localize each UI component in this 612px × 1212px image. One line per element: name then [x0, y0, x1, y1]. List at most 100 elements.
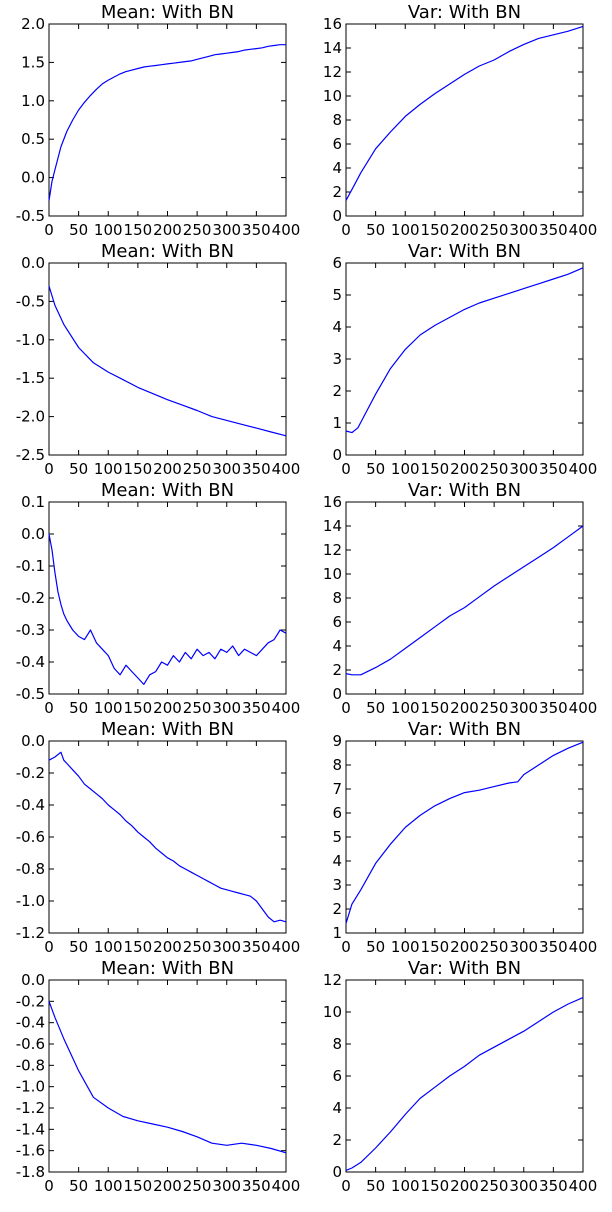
x-tick-label: 100 [391, 699, 420, 717]
subplot-title: Var: With BN [408, 241, 521, 262]
y-tick-label: 0.5 [21, 130, 45, 148]
y-tick-label: 7 [332, 780, 342, 798]
plot-area [48, 740, 287, 934]
x-tick-label: 350 [242, 938, 271, 956]
y-tick-label: 0.0 [21, 169, 45, 187]
plot-area [345, 979, 584, 1173]
x-tick-label: 150 [421, 938, 450, 956]
y-tick-label: 6 [332, 1067, 342, 1085]
series-line [48, 44, 286, 201]
x-tick-label: 200 [153, 221, 182, 239]
x-tick-label: 100 [391, 1177, 420, 1195]
x-tick-label: 300 [212, 221, 241, 239]
subplot-3: Mean: With BN 0 50 100 150 200 250 300 350 400 -2.… [16, 241, 301, 478]
subplot-title: Mean: With BN [101, 480, 234, 501]
subplot-7: Mean: With BN 0 50 100 150 200 250 300 350 400 -1.… [16, 719, 301, 956]
y-tick-label: -0.2 [16, 589, 45, 607]
x-tick-label: 0 [44, 1177, 54, 1195]
subplot-9: Mean: With BN 0 50 100 150 200 250 300 350 400 -1.… [16, 958, 301, 1195]
x-tick-label: 50 [69, 460, 88, 478]
x-tick-label: 300 [212, 699, 241, 717]
y-tick-label: 1.0 [21, 92, 45, 110]
y-tick-label: 10 [323, 87, 342, 105]
x-tick-label: 50 [366, 938, 385, 956]
series-line [48, 1001, 287, 1154]
y-tick-label: -0.5 [16, 207, 45, 225]
x-tick-label: 200 [153, 460, 182, 478]
x-tick-label: 300 [212, 938, 241, 956]
y-tick-label: 0.0 [21, 525, 45, 543]
x-tick-label: 350 [539, 938, 568, 956]
x-tick-label: 200 [153, 938, 182, 956]
y-tick-label: 5 [332, 828, 342, 846]
x-tick-label: 250 [183, 699, 212, 717]
x-tick-label: 0 [341, 1177, 351, 1195]
y-tick-label: 2 [332, 1131, 342, 1149]
subplot-title: Var: With BN [408, 480, 521, 501]
y-tick-label: -0.4 [16, 796, 45, 814]
x-tick-label: 350 [242, 1177, 271, 1195]
x-tick-label: 200 [153, 1177, 182, 1195]
y-tick-label: -0.5 [16, 292, 45, 310]
x-tick-label: 50 [69, 938, 88, 956]
x-tick-label: 400 [272, 221, 301, 239]
x-tick-label: 0 [44, 699, 54, 717]
y-tick-label: -2.0 [16, 408, 45, 426]
x-tick-label: 350 [242, 460, 271, 478]
y-tick-label: 8 [332, 589, 342, 607]
y-tick-label: 16 [323, 493, 342, 511]
x-tick-label: 350 [539, 460, 568, 478]
x-tick-label: 0 [341, 460, 351, 478]
x-tick-label: 100 [94, 938, 123, 956]
y-tick-label: -1.5 [16, 369, 45, 387]
x-tick-label: 100 [391, 221, 420, 239]
y-tick-label: -0.4 [16, 1014, 45, 1032]
subplot-title: Mean: With BN [101, 719, 234, 740]
x-tick-label: 300 [212, 1177, 241, 1195]
y-tick-label: 8 [332, 1035, 342, 1053]
series-line [345, 997, 584, 1171]
y-tick-label: 0.0 [21, 254, 45, 272]
y-tick-label: -0.1 [16, 557, 45, 575]
plot-area [48, 979, 287, 1173]
x-tick-label: 400 [569, 1177, 598, 1195]
x-tick-label: 0 [44, 460, 54, 478]
x-tick-label: 200 [450, 699, 479, 717]
x-tick-label: 350 [539, 699, 568, 717]
y-tick-label: 6 [332, 804, 342, 822]
y-tick-label: -0.6 [16, 1035, 45, 1053]
x-tick-label: 250 [480, 699, 509, 717]
x-tick-label: 0 [44, 221, 54, 239]
subplot-6: Var: With BN 0 50 100 150 200 250 300 350 400 0 2 4 6… [323, 480, 597, 717]
x-tick-label: 0 [341, 699, 351, 717]
x-tick-label: 50 [366, 1177, 385, 1195]
x-tick-label: 100 [391, 938, 420, 956]
y-tick-label: 10 [323, 1003, 342, 1021]
x-tick-label: 100 [94, 221, 123, 239]
y-tick-label: 3 [332, 876, 342, 894]
y-tick-label: 1 [332, 414, 342, 432]
x-tick-label: 250 [480, 938, 509, 956]
series-line [345, 741, 584, 924]
x-tick-label: 50 [69, 699, 88, 717]
y-tick-label: 0 [332, 685, 342, 703]
x-tick-label: 400 [272, 1177, 301, 1195]
subplot-title: Mean: With BN [101, 958, 234, 979]
x-tick-label: 0 [44, 938, 54, 956]
x-tick-label: 50 [69, 1177, 88, 1195]
subplot-8: Var: With BN 0 50 100 150 200 250 300 350 400 1 2 3 4… [332, 719, 597, 956]
y-tick-label: 4 [332, 159, 342, 177]
series-line [48, 751, 287, 923]
y-tick-label: 1 [332, 924, 342, 942]
x-tick-label: 300 [212, 460, 241, 478]
series-line [48, 285, 287, 437]
y-tick-label: -1.4 [16, 1120, 45, 1138]
x-tick-label: 100 [94, 699, 123, 717]
plot-area [48, 23, 287, 217]
subplot-title: Mean: With BN [101, 241, 234, 262]
y-tick-label: 2 [332, 382, 342, 400]
plot-area [345, 262, 584, 456]
subplot-title: Var: With BN [408, 719, 521, 740]
series-line [345, 525, 584, 676]
